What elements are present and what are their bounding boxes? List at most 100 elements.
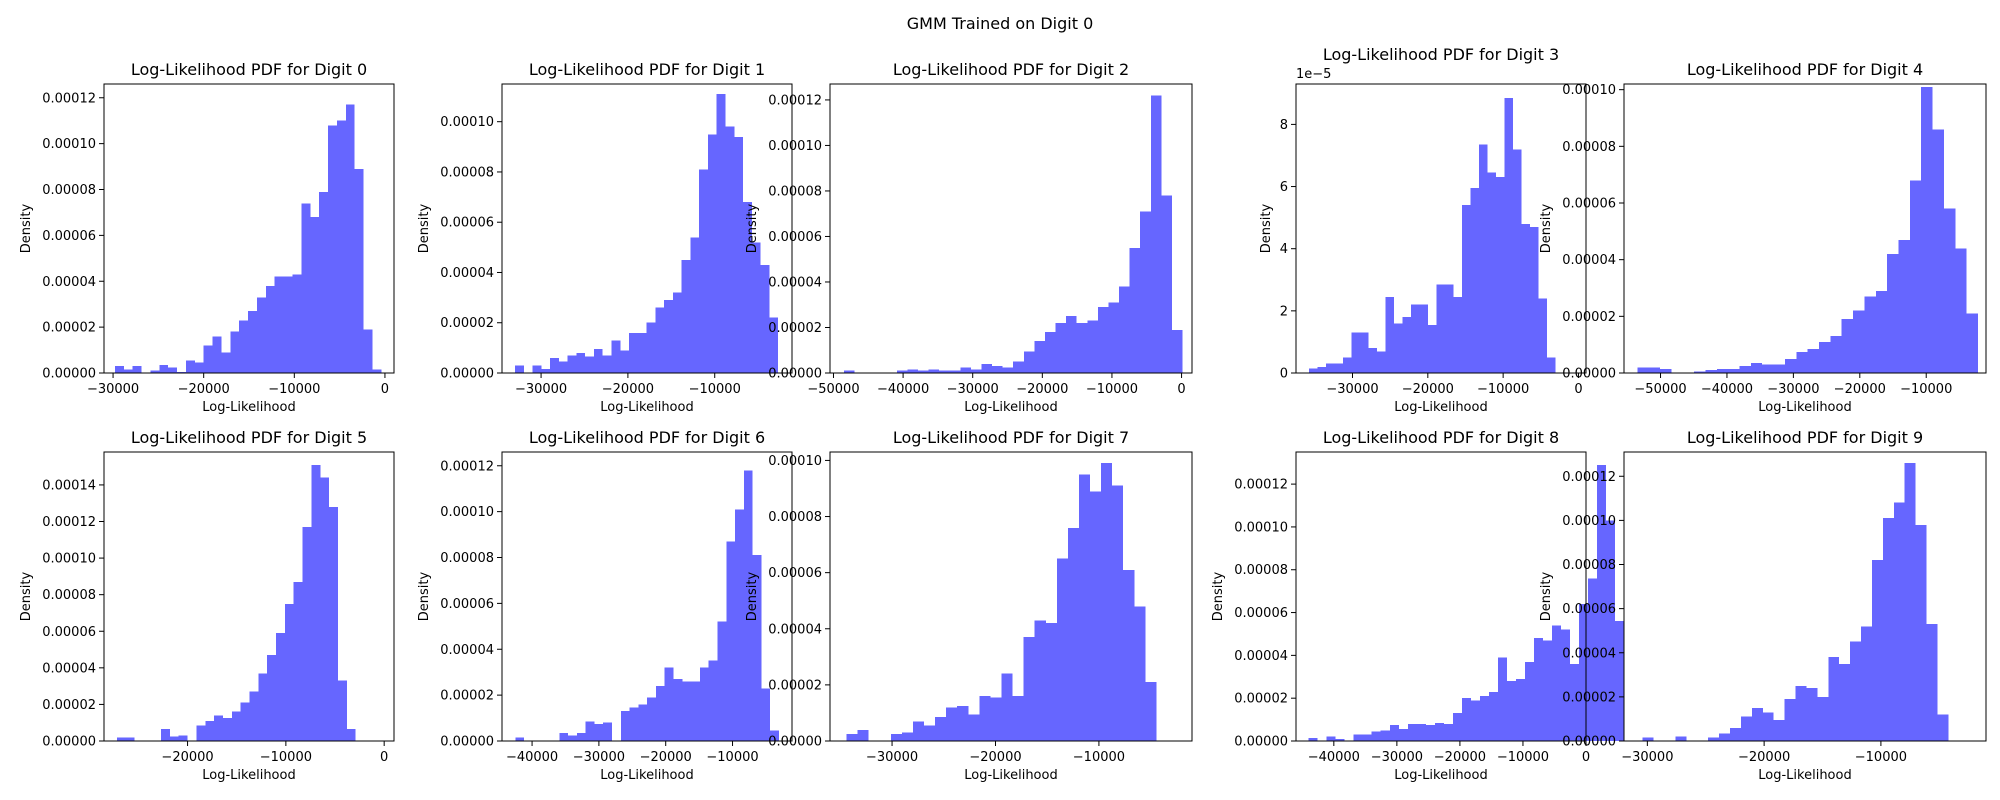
histogram-bar (266, 286, 275, 373)
histogram-bar (1453, 713, 1462, 741)
histogram-bar (338, 681, 347, 741)
histogram-bar (1108, 302, 1119, 373)
histogram-bar (726, 541, 735, 741)
histogram-bar (232, 712, 241, 741)
histogram-bar (1119, 287, 1130, 373)
x-tick-label: −40000 (1308, 750, 1360, 765)
histogram-bar (1077, 323, 1088, 373)
histogram-bar (979, 696, 990, 741)
histogram-bar (957, 706, 968, 741)
histogram-bar (1024, 637, 1035, 741)
histogram-bar (328, 125, 337, 373)
subplot-title: Log-Likelihood PDF for Digit 8 (1323, 428, 1559, 447)
y-axis-label: Density (1259, 203, 1274, 253)
histogram-bar (1806, 688, 1817, 741)
y-tick-label: 0.00000 (42, 367, 96, 382)
histogram-bar (284, 277, 293, 373)
histogram-bar (311, 465, 320, 741)
histogram-bar (647, 323, 656, 373)
histogram-bar (1905, 463, 1916, 741)
histogram-bar (577, 733, 586, 741)
histogram-bar (1728, 369, 1739, 373)
y-tick-label: 0.00010 (768, 454, 822, 469)
histogram-bar (709, 661, 718, 741)
x-tick-label: −10000 (689, 382, 741, 397)
histogram-bar (1883, 518, 1894, 741)
histogram-bar (239, 320, 248, 373)
y-tick-label: 0.00004 (440, 266, 494, 281)
histogram-bar (1444, 724, 1453, 741)
histogram-bar (674, 679, 683, 741)
histogram-bar (935, 717, 946, 741)
histogram-bar (1317, 367, 1326, 373)
histogram-bar (1819, 342, 1830, 373)
y-tick-label: 0.00008 (440, 165, 494, 180)
histogram-bar (1098, 307, 1109, 373)
histogram-bar (603, 723, 612, 741)
histogram-bar (1944, 209, 1955, 373)
subplot-title: Log-Likelihood PDF for Digit 0 (131, 60, 367, 79)
histogram-bar (204, 345, 213, 373)
x-tick-label: −30000 (1326, 382, 1378, 397)
histogram-bar (1606, 521, 1615, 742)
y-tick-label: 0.00000 (42, 735, 96, 750)
histogram-bar (1090, 491, 1101, 741)
subplot-2: −50000 −40000 −30000 −20000 −10000 00.000000.… (745, 60, 1192, 415)
histogram-bar (1796, 686, 1807, 741)
y-tick-label: 0.00002 (1562, 690, 1616, 705)
histogram-bar (847, 734, 858, 741)
histogram-bar (1123, 570, 1134, 741)
y-tick-label: 0.00002 (440, 316, 494, 331)
histogram-bar (1013, 696, 1024, 741)
histogram-bar (248, 311, 257, 373)
histogram-bar (990, 698, 1001, 741)
histogram-bar (1377, 351, 1386, 373)
histogram-bar (1402, 317, 1411, 373)
histogram-bar (638, 704, 647, 741)
y-tick-label: 0.00010 (42, 552, 96, 567)
histogram-bar (1740, 366, 1751, 373)
histogram-bar (1087, 321, 1098, 373)
histogram-bars (844, 95, 1183, 373)
histogram-bar (1001, 674, 1012, 741)
histogram-bar (1479, 145, 1488, 373)
histogram-bar (1719, 733, 1730, 741)
histogram-bar (1887, 254, 1898, 373)
histogram-bar (1513, 149, 1522, 373)
histogram-bar (1408, 724, 1417, 741)
subplot-title: Log-Likelihood PDF for Digit 9 (1687, 428, 1923, 447)
y-tick-label: 0.00004 (768, 275, 822, 290)
histogram-bar (992, 366, 1003, 373)
y-tick-label: 0.00010 (768, 139, 822, 154)
histogram-bar (1360, 333, 1369, 373)
y-tick-label: 0.00004 (1234, 649, 1288, 664)
x-tick-label: −30000 (947, 382, 999, 397)
y-tick-label: 0.00002 (768, 678, 822, 693)
histogram-bars (847, 463, 1157, 741)
histogram-bar (1489, 692, 1498, 741)
histogram-bar (249, 692, 258, 741)
histogram-bar (213, 336, 222, 373)
histogram-bar (858, 730, 869, 741)
histogram-bar (1057, 559, 1068, 741)
histogram-bar (576, 353, 585, 373)
x-tick-label: −30000 (866, 750, 918, 765)
histogram-bar (1763, 712, 1774, 741)
histogram-bar (1774, 720, 1785, 741)
subplot-title: Log-Likelihood PDF for Digit 5 (131, 428, 367, 447)
y-tick-label: 0.00008 (1562, 140, 1616, 155)
histogram-bar (1343, 357, 1352, 373)
y-tick-label: 0.00004 (768, 622, 822, 637)
histogram-bar (1134, 606, 1145, 741)
histogram-bar (1842, 319, 1853, 373)
histogram-bar (586, 722, 595, 742)
histogram-bar (1552, 625, 1561, 741)
histogram-bar (170, 736, 179, 741)
histogram-bar (673, 293, 682, 373)
x-tick-label: −20000 (1834, 382, 1886, 397)
histogram-bar (1525, 662, 1534, 741)
histogram-bar (1579, 604, 1588, 741)
x-axis-label: Log-Likelihood (600, 768, 693, 783)
histogram-bar (1056, 323, 1067, 373)
axes-frame (104, 452, 394, 741)
